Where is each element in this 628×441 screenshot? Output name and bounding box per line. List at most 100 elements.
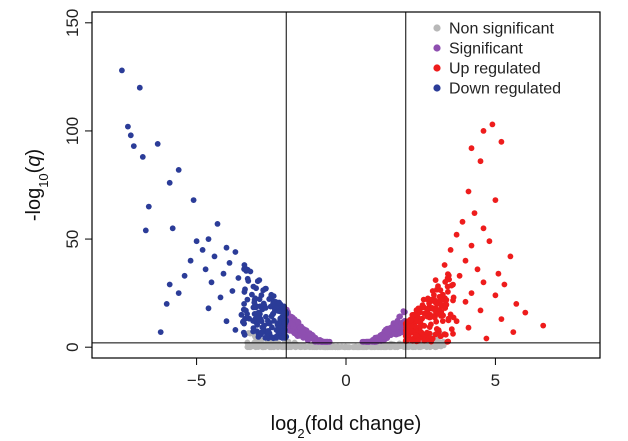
data-point: [483, 335, 490, 342]
data-point: [193, 238, 200, 245]
x-tick-label: 0: [341, 371, 350, 390]
data-point: [154, 141, 161, 147]
data-point: [308, 343, 315, 350]
data-point: [375, 344, 382, 350]
data-point: [256, 296, 263, 303]
data-point: [125, 123, 131, 130]
data-point: [241, 331, 248, 338]
data-point: [262, 305, 269, 311]
data-point: [287, 343, 293, 350]
data-point: [428, 338, 435, 345]
data-point: [540, 322, 547, 329]
data-point: [229, 288, 236, 294]
data-point: [127, 132, 134, 139]
data-point: [438, 313, 444, 319]
data-point: [249, 291, 255, 298]
data-point: [130, 143, 137, 150]
data-point: [226, 260, 233, 266]
data-point: [413, 332, 420, 339]
data-point: [510, 329, 517, 335]
data-point: [317, 337, 323, 344]
legend-label: Up regulated: [449, 61, 541, 78]
data-point: [408, 317, 414, 324]
legend-label: Significant: [449, 41, 523, 58]
y-tick-label: 50: [63, 230, 82, 249]
data-point: [301, 344, 308, 351]
data-point: [145, 203, 152, 210]
data-point: [462, 257, 469, 264]
data-point: [424, 329, 430, 336]
data-point: [255, 309, 262, 316]
data-point: [435, 283, 441, 289]
data-point: [300, 334, 307, 341]
data-point: [265, 317, 271, 324]
data-point: [269, 334, 275, 341]
legend-marker: [433, 64, 441, 72]
data-point: [419, 315, 426, 322]
legend-marker: [433, 84, 441, 92]
data-point: [388, 343, 395, 350]
data-point: [468, 242, 475, 249]
data-point: [275, 308, 282, 314]
data-point: [438, 343, 444, 350]
data-point: [205, 305, 212, 312]
data-point: [431, 296, 438, 303]
data-point: [403, 329, 410, 336]
data-point: [244, 275, 251, 282]
data-point: [450, 330, 456, 337]
data-point: [175, 167, 182, 173]
plot-area: [92, 12, 600, 358]
data-point: [288, 313, 295, 320]
data-point: [444, 338, 451, 345]
data-point: [338, 343, 345, 350]
data-point: [468, 290, 475, 296]
plot-frame: [91, 11, 601, 359]
series-down-regulated: [119, 67, 290, 342]
data-point: [142, 227, 149, 234]
y-tick-label: 100: [63, 117, 82, 145]
data-point: [320, 344, 327, 351]
data-point: [477, 158, 484, 165]
data-point: [381, 343, 388, 350]
data-point: [437, 297, 444, 304]
data-point: [403, 344, 410, 350]
data-point: [442, 305, 448, 311]
data-point: [439, 318, 446, 324]
data-point: [445, 288, 451, 295]
data-point: [292, 344, 299, 351]
x-axis-label: log2(fold change): [271, 413, 422, 441]
data-point: [471, 210, 478, 217]
legend-marker: [433, 44, 441, 52]
data-point: [190, 197, 197, 204]
data-point: [367, 344, 374, 351]
data-point: [450, 297, 456, 304]
data-point: [244, 344, 251, 350]
series-non-significant: [244, 330, 447, 351]
data-point: [448, 326, 455, 333]
data-point: [426, 324, 433, 330]
data-point: [456, 272, 463, 279]
data-point: [181, 272, 188, 279]
data-point: [271, 317, 277, 324]
data-point: [495, 270, 502, 277]
data-point: [480, 279, 487, 286]
data-point: [462, 298, 469, 305]
data-point: [450, 314, 457, 321]
data-point: [417, 323, 424, 330]
data-point: [269, 324, 275, 331]
y-tick-label: 150: [63, 9, 82, 37]
data-point: [241, 307, 248, 313]
data-point: [468, 145, 475, 152]
data-point: [374, 338, 381, 345]
data-point: [217, 294, 224, 301]
y-tick-label: 0: [63, 342, 82, 351]
data-point: [453, 231, 460, 238]
data-point: [223, 318, 230, 325]
data-point: [259, 343, 266, 349]
data-point: [390, 325, 397, 332]
data-point: [250, 304, 257, 311]
data-point: [522, 309, 529, 316]
data-point: [136, 84, 143, 91]
data-point: [157, 329, 164, 335]
